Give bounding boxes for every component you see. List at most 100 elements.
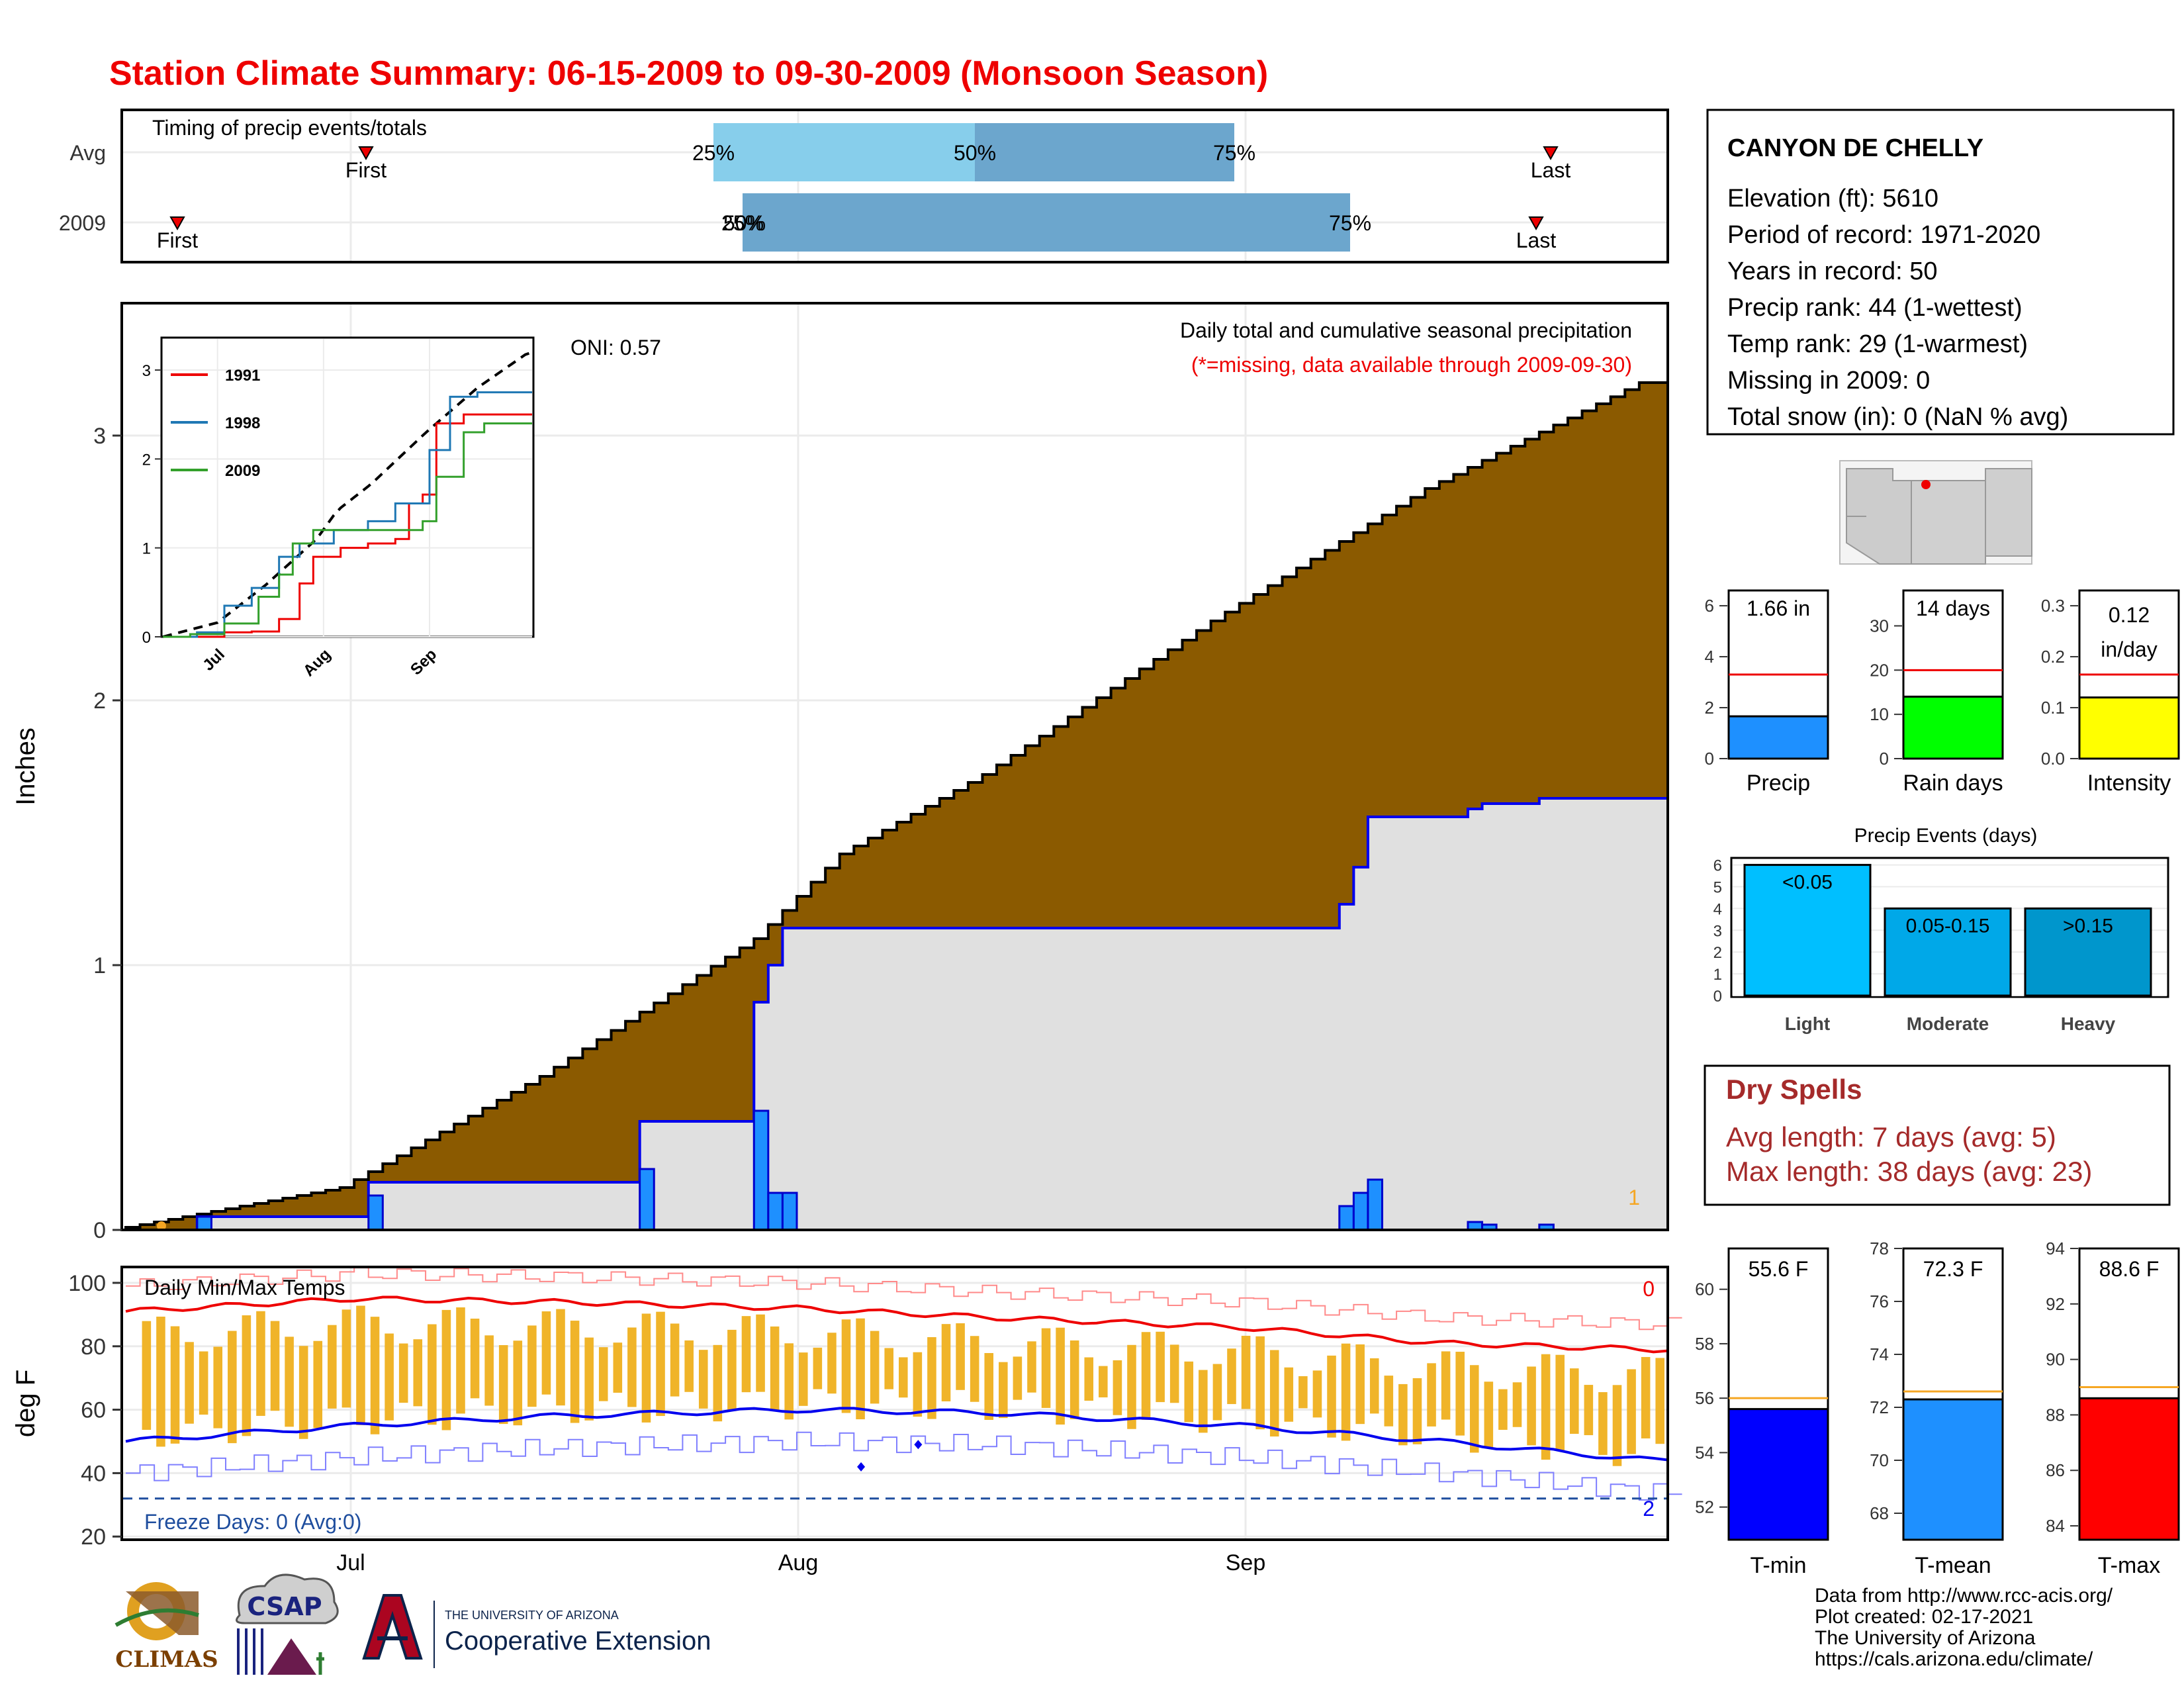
x-tick-aug: Aug [778, 1550, 819, 1575]
ua-big-text: Cooperative Extension [445, 1626, 711, 1656]
daily-precip-bar [367, 1194, 384, 1231]
mini-bar-tick: 2 [1705, 698, 1714, 718]
daily-temp-bar [1512, 1382, 1522, 1427]
daily-precip-bar [639, 1168, 655, 1231]
daily-temp-bar [1398, 1383, 1408, 1446]
daily-precip-bar [196, 1215, 212, 1231]
temp-bar-tick: 56 [1695, 1388, 1714, 1408]
station-line: Years in record: 50 [1727, 258, 1938, 285]
daily-temp-bar [1298, 1376, 1308, 1409]
daily-precip-bar [1338, 1205, 1355, 1231]
timing-2009-first: First [157, 228, 198, 252]
ua-small-text: THE UNIVERSITY OF ARIZONA [445, 1609, 619, 1622]
temp-y-tick: 80 [81, 1335, 106, 1360]
temp-y-tick: 40 [81, 1461, 106, 1486]
daily-temp-bar [1127, 1344, 1136, 1429]
main-note-missing: (*=missing, data available through 2009-… [1191, 353, 1632, 377]
mini-bar-value-unit: in/day [2101, 637, 2157, 661]
timing-2009-p50: 50% [723, 211, 766, 235]
daily-temp-bar [598, 1347, 608, 1401]
temp-bar-tick: 90 [2046, 1350, 2065, 1370]
mini-bar-tick: 0 [1705, 749, 1714, 769]
climas-logo: CLIMAS [114, 1582, 218, 1673]
daily-temp-bar [1484, 1382, 1494, 1448]
credit-line: Plot created: 02-17-2021 [1815, 1606, 2033, 1628]
mini-bar-value-label: 0.12 [2109, 603, 2150, 627]
daily-temp-bar [1555, 1354, 1565, 1452]
observed-cumulative-area [126, 797, 1669, 1231]
dry-spells-box: Dry Spells Avg length: 7 days (avg: 5) M… [1704, 1064, 2171, 1206]
temp-bar-tick: 78 [1870, 1239, 1889, 1258]
daily-temp-bar [1027, 1341, 1036, 1393]
events-tick: 2 [1713, 944, 1722, 962]
daily-temp-bar [741, 1316, 751, 1393]
daily-precip-bar [767, 1192, 784, 1231]
daily-temp-bar [1355, 1344, 1365, 1425]
daily-temp-bar [441, 1309, 451, 1430]
daily-temp-bar [1384, 1376, 1394, 1427]
inset-y-tick: 1 [142, 540, 151, 558]
inset-y-tick: 2 [142, 451, 151, 469]
daily-temp-bar [870, 1331, 880, 1404]
daily-temp-bar [1569, 1368, 1579, 1434]
events-tick: 0 [1713, 988, 1722, 1006]
daily-temp-bar [298, 1346, 308, 1439]
daily-temp-bar [770, 1326, 780, 1411]
timing-row-label-2009: 2009 [59, 211, 106, 235]
inset-y-tick: 3 [142, 362, 151, 380]
dry-spells-title: Dry Spells [1726, 1074, 1862, 1105]
missing-data-marker [156, 1221, 166, 1231]
temp-bar-label: T-min [1751, 1553, 1807, 1578]
daily-temp-bar [1113, 1360, 1122, 1415]
temp-bar-value [1727, 1408, 1829, 1541]
daily-temp-bar [1341, 1343, 1351, 1441]
csap-logo-text: CSAP [247, 1592, 322, 1621]
daily-temp-bar [1227, 1348, 1236, 1405]
avg-tmax-line [125, 1295, 1668, 1354]
daily-temp-bar [1612, 1385, 1622, 1466]
daily-temp-bar [1312, 1370, 1322, 1418]
station-location-marker [1921, 480, 1931, 489]
csap-logo: CSAP [236, 1573, 339, 1675]
temp-bar-tick: 52 [1695, 1497, 1714, 1517]
daily-temp-bar [1255, 1336, 1265, 1430]
daily-temp-bar [398, 1343, 408, 1403]
main-ylabel: Inches [11, 727, 40, 806]
daily-temp-bar [1455, 1352, 1465, 1436]
daily-temp-bar [1169, 1344, 1179, 1403]
daily-temp-bar [884, 1348, 893, 1389]
timing-2009-p25: 25% [721, 211, 764, 235]
daily-temp-bar [999, 1362, 1008, 1419]
events-bar-range: 0.05-0.15 [1906, 915, 1990, 937]
inset-series-line [163, 413, 532, 638]
mini-bar-value-label: 14 days [1916, 596, 1990, 620]
mini-bar-value-label: 1.66 in [1747, 596, 1810, 620]
temp-bar-tick: 70 [1870, 1450, 1889, 1470]
temp-bar-label: T-max [2098, 1553, 2160, 1578]
daily-temp-bar [656, 1311, 665, 1417]
daily-temp-bar [1199, 1370, 1208, 1433]
daily-temp-bar [185, 1342, 194, 1424]
mini-bar-tick: 0.3 [2041, 596, 2065, 616]
inset-legend-label: 1991 [225, 367, 260, 385]
climas-logo-text: CLIMAS [115, 1646, 218, 1673]
temp-bar-tick: 94 [2046, 1239, 2065, 1258]
daily-temp-bar [1099, 1366, 1108, 1397]
events-tick: 3 [1713, 922, 1722, 940]
events-bar [2024, 907, 2152, 997]
temp-y-tick: 20 [81, 1524, 106, 1550]
daily-temp-bar [1655, 1358, 1664, 1444]
daily-temp-bar [385, 1333, 394, 1421]
mini-bar-tick: 10 [1870, 704, 1889, 724]
events-bar-range: >0.15 [2063, 915, 2113, 937]
daily-temp-bar [527, 1325, 537, 1407]
timing-row-label-avg: Avg [69, 141, 106, 165]
temp-bar-tick: 76 [1870, 1291, 1889, 1311]
mini-bar-tick: 30 [1870, 616, 1889, 635]
daily-temp-bar [1184, 1361, 1194, 1423]
daily-temp-bar [328, 1325, 337, 1409]
daily-temp-bar [170, 1326, 180, 1444]
daily-temp-bar [941, 1324, 951, 1401]
timing-panel: Timing of precip events/totals Avg 2009 … [59, 109, 1669, 263]
daily-temp-bar [242, 1315, 251, 1436]
